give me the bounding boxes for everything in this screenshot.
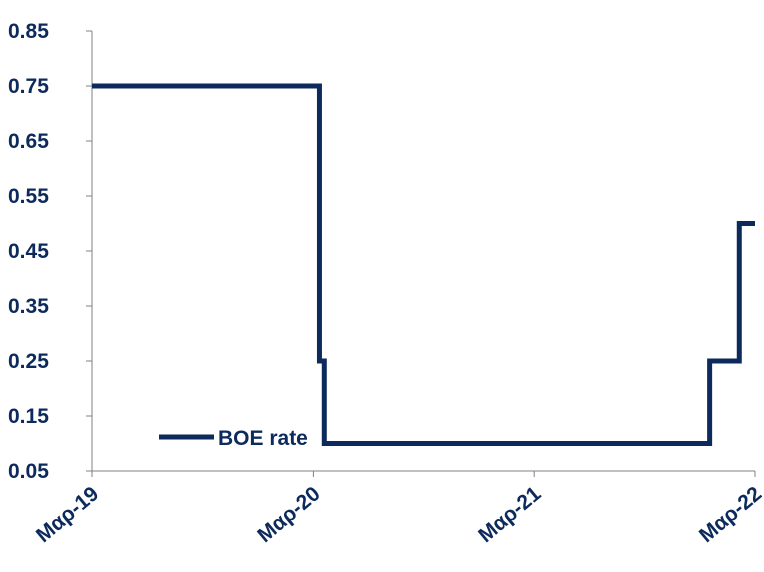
y-tick-label: 0.05 <box>8 460 49 483</box>
y-tick-label: 0.55 <box>8 185 49 208</box>
y-axis-ticks: 0.85 0.75 0.65 0.55 0.45 0.35 0.25 0.15 0.05 <box>8 20 92 483</box>
x-tick-label: Μαρ-19 <box>32 482 103 547</box>
x-tick-label: Μαρ-21 <box>474 482 546 547</box>
x-tick-label: Μαρ-20 <box>253 482 324 547</box>
y-tick-label: 0.25 <box>8 350 49 373</box>
legend-label: BOE rate <box>218 427 308 450</box>
series-line-boe-rate <box>92 83 755 446</box>
x-axis-ticks: Μαρ-19 Μαρ-20 Μαρ-21 Μαρ-22 <box>32 471 764 547</box>
y-tick-label: 0.35 <box>8 295 49 318</box>
y-tick-label: 0.85 <box>8 20 49 43</box>
y-tick-label: 0.15 <box>8 405 49 428</box>
y-tick-label: 0.65 <box>8 130 49 153</box>
x-tick-label: Μαρ-22 <box>695 482 764 547</box>
y-tick-label: 0.75 <box>8 75 49 98</box>
y-tick-label: 0.45 <box>8 240 49 263</box>
legend: BOE rate <box>159 427 308 450</box>
